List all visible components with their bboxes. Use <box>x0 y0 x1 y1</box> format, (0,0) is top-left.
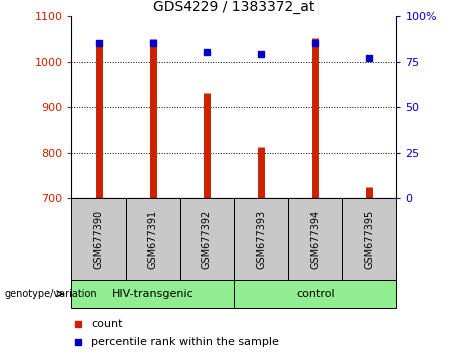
Text: control: control <box>296 289 335 299</box>
Text: GSM677394: GSM677394 <box>310 209 320 269</box>
Title: GDS4229 / 1383372_at: GDS4229 / 1383372_at <box>153 0 315 13</box>
Bar <box>71 198 125 280</box>
Text: GSM677391: GSM677391 <box>148 209 158 269</box>
Bar <box>125 198 180 280</box>
Text: GSM677390: GSM677390 <box>94 209 104 269</box>
Text: count: count <box>91 319 123 329</box>
Text: percentile rank within the sample: percentile rank within the sample <box>91 337 279 348</box>
Bar <box>180 198 234 280</box>
Text: GSM677393: GSM677393 <box>256 209 266 269</box>
Text: genotype/variation: genotype/variation <box>5 289 97 299</box>
Text: HIV-transgenic: HIV-transgenic <box>112 289 194 299</box>
Bar <box>288 198 342 280</box>
Bar <box>71 280 234 308</box>
Bar <box>234 198 288 280</box>
Text: GSM677395: GSM677395 <box>364 209 374 269</box>
Text: GSM677392: GSM677392 <box>202 209 212 269</box>
Bar <box>342 198 396 280</box>
Bar <box>234 280 396 308</box>
